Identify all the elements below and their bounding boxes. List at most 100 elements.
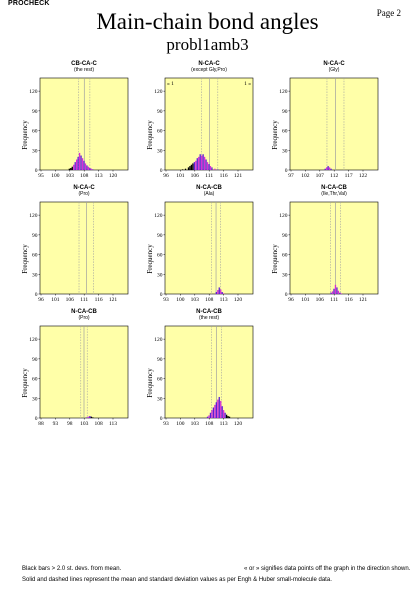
x-tick-label: 113 (95, 173, 103, 179)
y-tick-label: 120 (29, 337, 38, 343)
y-tick-label: 30 (282, 272, 288, 278)
histogram-bar (202, 154, 204, 170)
y-tick-label: 0 (35, 416, 38, 422)
x-tick-label: 93 (163, 421, 169, 427)
plot-area (164, 325, 254, 419)
histogram-bar (205, 159, 207, 170)
chart-subtitle: (Gly) (329, 67, 340, 73)
y-tick-label: 30 (32, 396, 38, 402)
y-tick-label: 30 (157, 272, 163, 278)
page-number: Page 2 (376, 8, 401, 18)
plot-area (289, 77, 379, 171)
chart-title: N-CA-C (323, 61, 345, 67)
histogram-bar (195, 160, 197, 170)
x-tick-label: 108 (205, 421, 214, 427)
x-tick-label: 100 (176, 297, 185, 303)
app-name: PROCHECK (8, 0, 50, 7)
histogram-bar (74, 162, 76, 170)
x-tick-label: 108 (80, 173, 89, 179)
y-axis-label: Frequency (271, 244, 279, 274)
histogram-bar (70, 168, 72, 170)
y-tick-label: 90 (32, 109, 38, 115)
y-axis-label: Frequency (21, 120, 29, 150)
chart-panel: N-CA-C (Pro) 0 30 60 90 120 96 101 106 111 116 121 Fr… (21, 183, 140, 318)
y-tick-label: 90 (157, 357, 163, 363)
x-tick-label: 103 (80, 421, 89, 427)
histogram-bar (73, 164, 75, 170)
y-tick-label: 0 (285, 292, 288, 298)
histogram-bar (84, 163, 87, 170)
x-tick-label: 111 (205, 173, 213, 179)
histogram-bar (211, 410, 213, 418)
histogram-bar (90, 416, 92, 418)
x-tick-label: 106 (316, 297, 325, 303)
histogram-bar (86, 165, 88, 170)
histogram-chart: N-CA-CB(Ile,Thr,Val) 0 30 60 90 120 96 101 106 11… (271, 185, 379, 303)
y-tick-label: 60 (282, 253, 288, 259)
histogram-bar (83, 160, 85, 170)
x-tick-label: 116 (95, 297, 103, 303)
y-tick-label: 0 (160, 416, 163, 422)
histogram-bar (212, 407, 215, 418)
x-tick-label: 120 (109, 173, 118, 179)
histogram-bar (228, 416, 231, 418)
histogram-bar (337, 290, 340, 294)
plot-area (164, 201, 254, 295)
x-tick-label: 103 (191, 421, 200, 427)
x-tick-label: 102 (301, 173, 310, 179)
y-tick-label: 30 (32, 272, 38, 278)
y-tick-label: 0 (285, 168, 288, 174)
histogram-bar (87, 166, 90, 170)
histogram-bar (218, 287, 220, 294)
x-tick-label: 121 (359, 297, 368, 303)
chart-subtitle: (the rest) (74, 67, 94, 73)
chart-subtitle: (Pro) (78, 315, 89, 321)
x-tick-label: 95 (38, 173, 44, 179)
x-tick-label: 106 (191, 173, 200, 179)
x-tick-label: 98 (67, 421, 73, 427)
chart-subtitle: (except Gly,Pro) (191, 67, 227, 73)
y-tick-label: 120 (29, 89, 38, 95)
y-tick-label: 60 (157, 253, 163, 259)
x-tick-label: 121 (234, 173, 243, 179)
x-tick-label: 93 (53, 421, 59, 427)
chart-panel: N-CA-C (except Gly,Pro) 0 30 60 90 120 96 101 106… (146, 59, 265, 194)
histogram-bar (215, 292, 217, 294)
chart-panel: N-CA-CB (Ile,Thr,Val) 0 30 60 90 120 96 101 106 11… (271, 183, 390, 318)
y-tick-label: 30 (157, 148, 163, 154)
x-tick-label: 122 (359, 173, 368, 179)
histogram-bar (193, 162, 195, 170)
x-tick-label: 113 (220, 297, 228, 303)
histogram-bar (225, 414, 228, 418)
histogram-chart: CB-CA-C(the rest) 0 30 60 90 120 95 100 103 108 11… (21, 61, 129, 179)
offscale-right-marker: 1 » (244, 81, 251, 87)
chart-title: N-CA-C (198, 61, 220, 67)
footer-legend: Black bars > 2.0 st. devs. from mean. « … (22, 566, 410, 572)
x-tick-label: 111 (330, 297, 338, 303)
histogram-bar (81, 158, 84, 170)
histogram-bar (208, 164, 210, 170)
y-tick-label: 0 (35, 168, 38, 174)
histogram-bar (336, 287, 338, 294)
x-tick-label: 112 (330, 173, 338, 179)
histogram-bar (221, 406, 223, 418)
histogram-bar (68, 168, 70, 170)
plot-area (289, 201, 379, 295)
chart-title: CB-CA-C (71, 61, 97, 67)
histogram-bar (181, 169, 184, 170)
y-tick-label: 90 (157, 233, 163, 239)
histogram-bar (214, 168, 216, 170)
y-tick-label: 120 (29, 213, 38, 219)
chart-panel: CB-CA-C (the rest) 0 30 60 90 120 95 100 103 108 11… (21, 59, 140, 194)
histogram-bar (217, 169, 219, 170)
chart-title: N-CA-CB (196, 185, 222, 191)
histogram-bar (326, 167, 328, 170)
histogram-bar (203, 156, 206, 170)
histogram-bar (221, 292, 223, 294)
histogram-bar (87, 416, 90, 418)
chart-title: N-CA-CB (71, 309, 97, 315)
histogram-bar (208, 415, 210, 418)
y-tick-label: 60 (157, 377, 163, 383)
histogram-bar (89, 416, 91, 418)
y-tick-label: 120 (154, 213, 163, 219)
